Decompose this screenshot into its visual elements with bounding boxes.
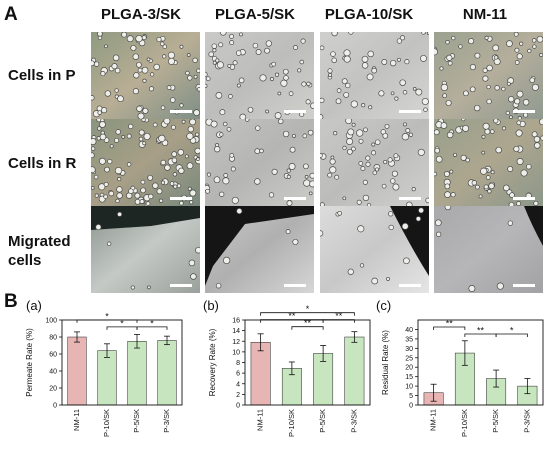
x-tick-label: P-10/SK [287,409,296,437]
chart-panel-letter: (a) [26,298,42,313]
chart-panel-letter: (c) [376,298,391,313]
plot-frame [417,319,544,406]
row-label-line: Cells in R [8,155,77,172]
y-axis-label: Recovery Rate (%) [208,328,217,396]
x-tick-label: P-5/SK [132,409,141,433]
significance-label: * [306,304,310,314]
x-tick-label: NM-11 [72,409,81,431]
significance-label: * [120,318,124,328]
row-label-line: cells [8,252,42,269]
x-tick-label: P-10/SK [102,409,111,437]
row-label-cells-in-r: Cells in R [8,154,76,173]
column-header-plga-3: PLGA-3/SK [100,6,181,23]
column-header-nm-11: NM-11 [462,6,508,23]
bar [250,342,271,406]
micrograph-image [91,32,200,119]
y-tick-label: 16 [232,318,240,325]
panel-a-label: A [4,4,18,25]
x-tick-label: P-3/SK [162,409,171,433]
micrograph-image [205,206,314,293]
micrograph-image [205,32,314,119]
y-tick-label: 40 [405,327,413,334]
micrograph-image [91,119,200,206]
y-tick-label: 25 [405,355,413,362]
x-tick-label: P-3/SK [522,409,531,433]
y-tick-label: 10 [405,384,413,391]
y-tick-label: 12 [232,339,240,346]
micrograph-image [320,32,429,119]
row-label-line: Cells in P [8,67,76,84]
y-tick-label: 20 [405,365,413,372]
significance-label: * [510,326,514,336]
micrograph-image [320,206,429,293]
significance-bracket [76,319,138,323]
y-tick-label: 5 [409,393,413,400]
x-tick-label: P-3/SK [349,409,358,433]
x-tick-label: P-5/SK [318,409,327,433]
y-tick-label: 2 [236,392,240,399]
bar [157,340,177,406]
y-tick-label: 40 [49,369,57,376]
significance-bracket [322,319,355,323]
significance-label: ** [304,318,312,328]
micrograph-image [205,119,314,206]
significance-bracket [433,326,466,330]
significance-label: * [150,318,154,328]
y-tick-label: 4 [236,381,240,388]
row-label-migrated-cells: Migrated cells [8,232,71,270]
y-axis-label: Residual Rate (%) [381,330,390,395]
y-tick-label: 15 [405,374,413,381]
micrograph-image [320,119,429,206]
y-tick-label: 80 [49,335,57,342]
significance-bracket [495,333,528,337]
y-tick-label: 6 [236,371,240,378]
bar [127,341,147,406]
significance-label: ** [477,326,485,336]
y-tick-label: 0 [53,403,57,410]
y-tick-label: 20 [49,386,57,393]
bar [67,336,87,406]
bar [344,336,365,406]
y-tick-label: 0 [236,403,240,410]
y-tick-label: 100 [45,318,57,325]
micrograph-image [91,206,200,293]
row-label-line: Migrated [8,233,71,250]
column-header-plga-10: PLGA-10/SK [324,6,414,23]
y-axis-label: Permeate Rate (%) [25,328,34,397]
significance-bracket [291,326,324,330]
chart-panel-letter: (b) [203,298,219,313]
micrograph-image [434,119,543,206]
column-header-plga-5: PLGA-5/SK [214,6,295,23]
y-tick-label: 0 [409,403,413,410]
significance-bracket [136,326,168,330]
y-tick-label: 60 [49,352,57,359]
x-tick-label: P-5/SK [491,409,500,433]
y-tick-label: 30 [405,346,413,353]
significance-bracket [260,312,355,316]
significance-label: ** [335,311,343,321]
significance-label: ** [288,311,296,321]
significance-label: * [105,311,109,321]
y-tick-label: 14 [232,328,240,335]
bar [97,350,117,406]
panel-b-label: B [4,291,18,312]
bar-charts: (a) Permeate Rate (%) NM-11 P-10/SK P-5/SK P-… [25,298,544,437]
significance-label: ** [446,319,454,329]
y-tick-label: 35 [405,336,413,343]
row-label-cells-in-p: Cells in P [8,66,76,85]
y-tick-label: 8 [236,360,240,367]
x-tick-label: NM-11 [429,409,438,431]
x-tick-label: NM-11 [256,409,265,431]
micrograph-image [434,32,543,119]
micrograph-image [434,206,543,293]
y-tick-label: 10 [232,349,240,356]
x-tick-label: P-10/SK [460,409,469,437]
